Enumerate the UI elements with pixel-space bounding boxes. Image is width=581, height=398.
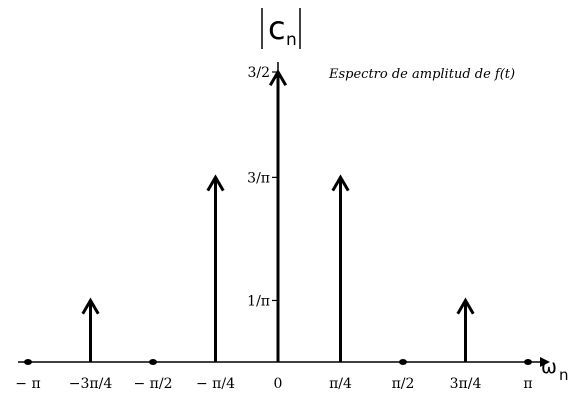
x-tick-label: −3π/4 bbox=[69, 376, 113, 392]
stem-zero-dot bbox=[24, 359, 32, 365]
axes bbox=[18, 62, 550, 367]
stem bbox=[331, 174, 350, 362]
x-axis-label-sub: n bbox=[559, 366, 569, 384]
x-tick-label: − π/4 bbox=[196, 376, 235, 392]
y-ticks: 1/π 3/π 3/2 bbox=[247, 65, 278, 309]
stem-arrowhead bbox=[331, 174, 350, 192]
stem bbox=[268, 69, 288, 362]
x-tick-label: − π bbox=[15, 376, 40, 392]
x-tick-label: π/4 bbox=[329, 376, 352, 392]
y-tick-label: 3/2 bbox=[247, 65, 270, 81]
y-axis-label: c n bbox=[261, 8, 301, 50]
x-axis-label: ω n bbox=[541, 356, 569, 384]
stem bbox=[206, 174, 225, 362]
y-tick-label: 1/π bbox=[247, 293, 270, 309]
y-axis-label-sub: n bbox=[286, 30, 297, 50]
x-tick-label: π bbox=[523, 376, 532, 392]
stem-arrowhead bbox=[268, 69, 288, 87]
x-axis-arrowhead bbox=[540, 357, 550, 367]
chart-annotation: Espectro de amplitud de f(t) bbox=[328, 67, 515, 82]
stem-arrowhead bbox=[206, 174, 225, 192]
stem-zero-dot bbox=[524, 359, 532, 365]
x-axis-label-main: ω bbox=[541, 356, 557, 378]
stem-zero-dot bbox=[148, 359, 157, 365]
stem-arrowhead bbox=[81, 297, 100, 315]
x-tick-label: − π/2 bbox=[133, 376, 172, 392]
y-tick-label: 3/π bbox=[247, 170, 270, 186]
stem-arrowhead bbox=[456, 297, 475, 315]
stem bbox=[456, 297, 475, 362]
x-tick-label: 3π/4 bbox=[450, 376, 482, 392]
y-axis-label-main: c bbox=[268, 9, 286, 47]
stems bbox=[24, 69, 532, 365]
x-ticks: − π −3π/4 − π/2 − π/4 0 π/4 π/2 3π/4 π bbox=[15, 376, 532, 392]
x-tick-label: π/2 bbox=[392, 376, 415, 392]
stem bbox=[81, 297, 100, 362]
stem-zero-dot bbox=[399, 359, 408, 365]
x-tick-label: 0 bbox=[274, 376, 283, 392]
